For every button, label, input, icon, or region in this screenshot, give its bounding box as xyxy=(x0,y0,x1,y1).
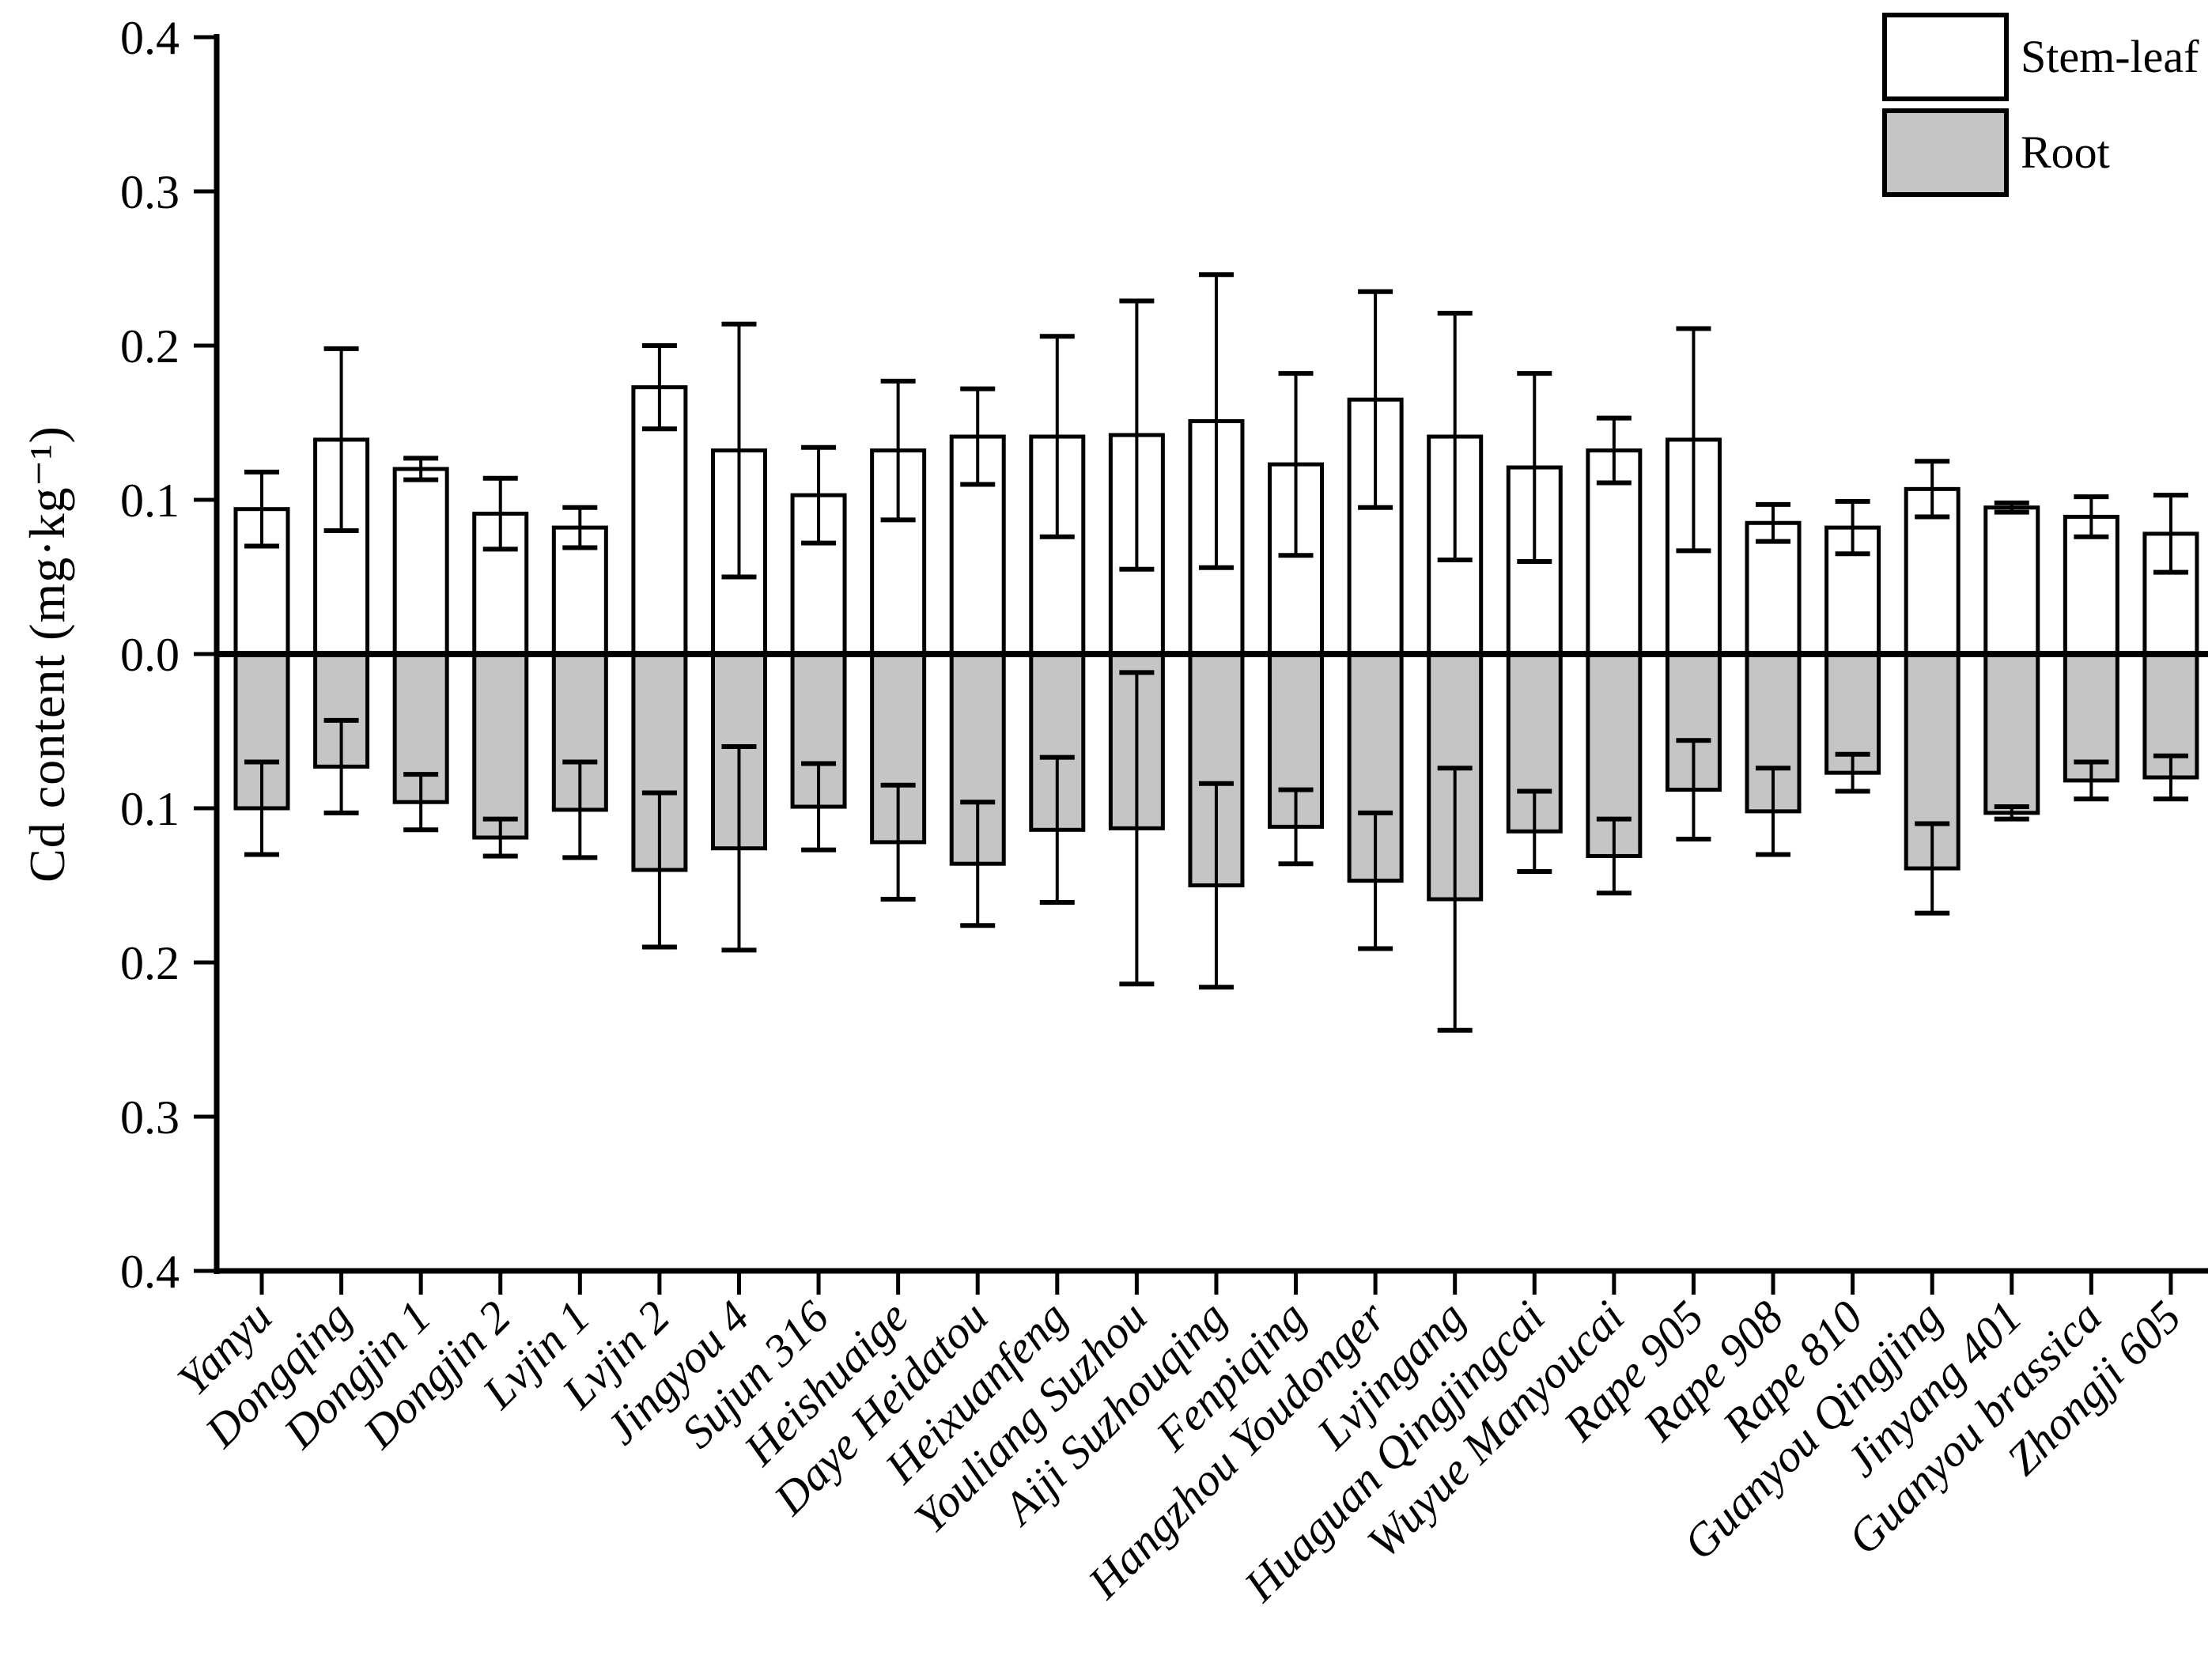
y-tick-label-0: 0.4 xyxy=(120,12,180,64)
legend-label-root: Root xyxy=(2021,127,2110,178)
bar-root-3 xyxy=(472,652,529,840)
y-tick-label-6: 0.2 xyxy=(120,937,180,989)
legend-item-root: Root xyxy=(1882,108,2199,197)
legend-swatch-root-icon xyxy=(1882,108,2009,197)
y-tick-label-5: 0.1 xyxy=(120,783,180,835)
legend: Stem-leaf Root xyxy=(1882,13,2199,197)
legend-label-stem-leaf: Stem-leaf xyxy=(2021,31,2199,82)
bar-stem-leaf-22 xyxy=(1983,505,2040,656)
y-axis-title: Cd content (mg·kg⁻¹) xyxy=(19,425,75,883)
y-tick-label-8: 0.4 xyxy=(120,1246,180,1298)
y-tick-label-3: 0.1 xyxy=(120,475,180,527)
bar-stem-leaf-9 xyxy=(949,434,1006,656)
legend-item-stem-leaf: Stem-leaf xyxy=(1882,13,2199,101)
y-tick-label-4: 0.0 xyxy=(120,629,180,681)
legend-swatch-stem-leaf-icon xyxy=(1882,13,2009,101)
y-tick-label-1: 0.3 xyxy=(120,166,180,218)
y-tick-label-2: 0.2 xyxy=(120,320,180,372)
bar-stem-leaf-2 xyxy=(392,467,449,656)
bar-root-22 xyxy=(1983,652,2040,815)
y-tick-label-7: 0.3 xyxy=(120,1091,180,1144)
